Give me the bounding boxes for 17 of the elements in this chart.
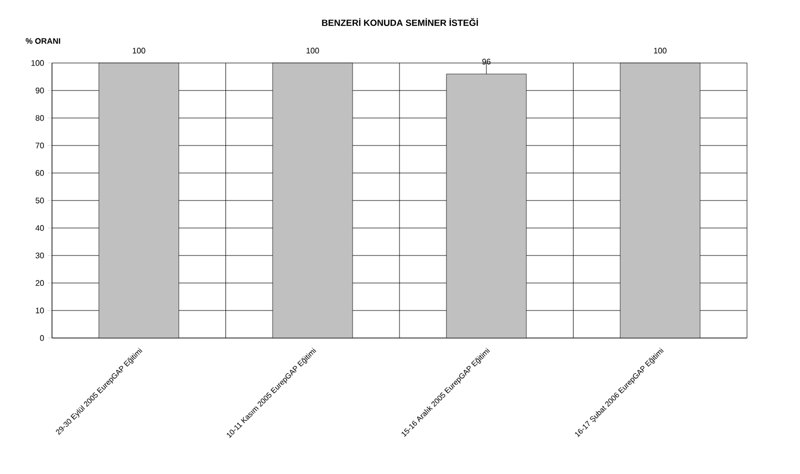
y-tick-label: 80 [36,115,44,121]
y-tick-label: 90 [36,88,44,94]
y-tick-label: 30 [36,252,44,258]
y-tick-label: 70 [36,142,44,148]
data-label: 100 [132,48,146,54]
y-tick-label: 60 [36,170,44,176]
data-label: 96 [482,58,490,64]
data-label: 100 [306,48,319,54]
y-tick-label: 10 [36,308,44,314]
y-tick-label: 40 [35,225,44,231]
y-tick-label: 20 [36,280,44,286]
y-tick-label: 0 [40,335,44,341]
chart-title: BENZERİ KONUDA SEMİNER İSTEĞİ [322,18,478,26]
y-tick-label: 100 [31,60,44,66]
y-tick-label: 50 [36,198,44,204]
y-axis-title: % ORANI [26,38,60,44]
data-label: 100 [654,48,666,54]
